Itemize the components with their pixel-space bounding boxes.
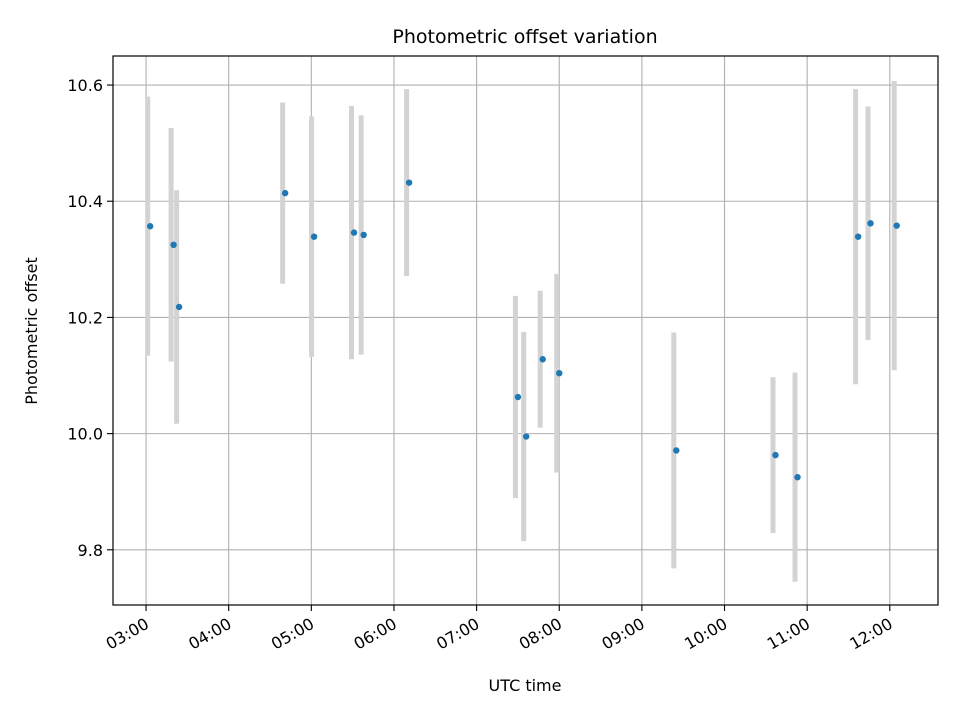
data-point <box>867 220 874 227</box>
data-point <box>170 241 177 249</box>
y-tick-label: 10.0 <box>67 425 103 444</box>
data-point <box>360 231 367 239</box>
data-point <box>556 370 563 377</box>
data-point <box>854 233 862 240</box>
data-point <box>514 393 522 401</box>
data-point <box>794 473 801 481</box>
data-point <box>893 222 900 229</box>
data-point <box>175 303 183 311</box>
x-axis-label: UTC time <box>489 676 562 695</box>
chart-title: Photometric offset variation <box>392 26 657 48</box>
data-point <box>539 356 546 363</box>
data-point <box>673 447 680 454</box>
y-axis-label: Photometric offset <box>22 257 41 405</box>
data-point <box>146 223 154 230</box>
plot-frame <box>112 55 939 606</box>
data-point <box>772 451 779 459</box>
y-tick-label: 10.6 <box>67 76 103 95</box>
y-axis-ticks: 9.8 10.0 10.2 10.4 10.6 <box>67 76 113 560</box>
data-points <box>146 179 900 481</box>
y-tick-label: 9.8 <box>78 541 103 560</box>
y-tick-label: 10.4 <box>67 192 103 211</box>
data-point <box>310 233 318 240</box>
data-point <box>281 189 289 197</box>
data-point <box>522 433 530 440</box>
y-tick-label: 10.2 <box>67 308 103 327</box>
data-point <box>350 229 358 236</box>
data-point <box>405 179 413 186</box>
